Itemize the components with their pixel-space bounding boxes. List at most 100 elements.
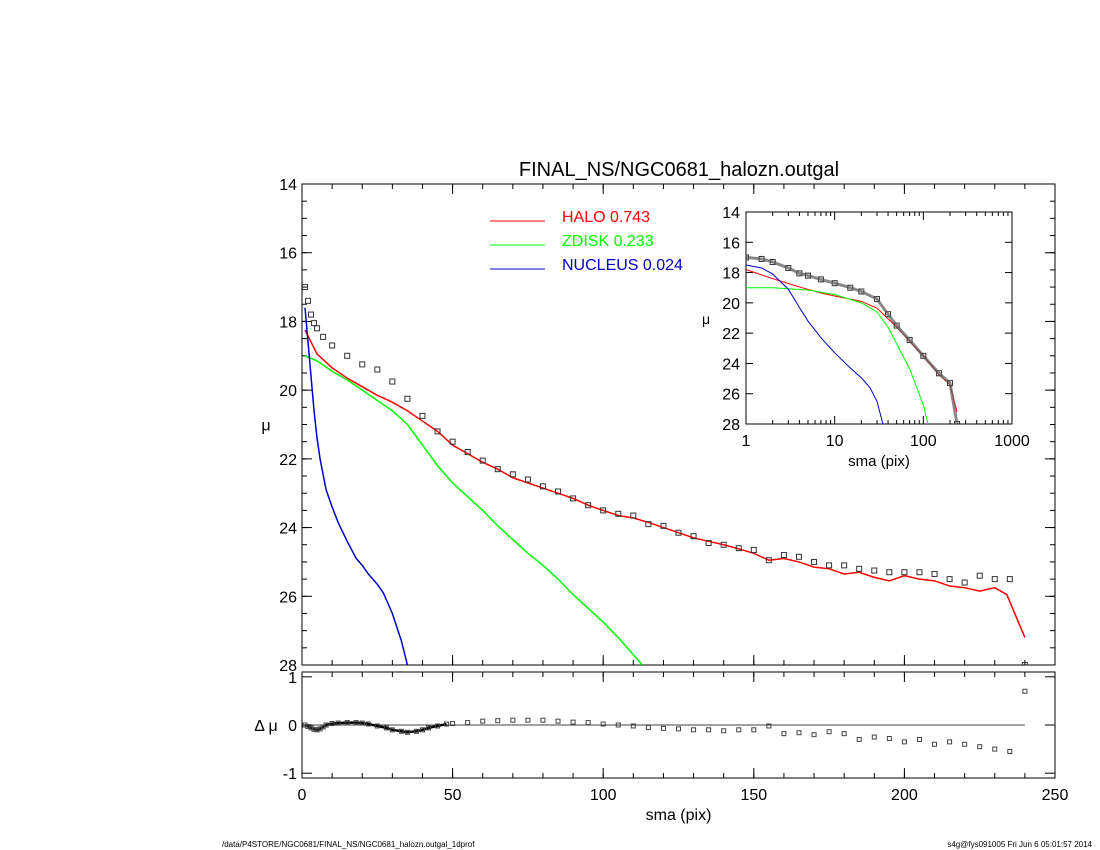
data-point: [305, 297, 312, 304]
footer-filepath: /data/P4STORE/NGC0681/FINAL_NS/NGC0681_h…: [222, 840, 475, 849]
inset-x-tick-label: 10: [826, 433, 844, 450]
residual-inner-curve: [304, 721, 447, 734]
residual-point: [811, 732, 817, 738]
y-tick-label: 16: [279, 246, 297, 263]
residual-x-tick-label: 0: [298, 787, 307, 804]
data-point: [449, 438, 456, 445]
residual-point: [781, 731, 787, 737]
residual-point: [314, 727, 320, 733]
inset-y-tick-label: 20: [722, 296, 740, 313]
residual-point: [465, 720, 471, 726]
inset-y-tick-label: 16: [722, 235, 740, 252]
inset-y-tick-label: 18: [722, 266, 740, 283]
residual-point: [1007, 749, 1013, 754]
inset-observed-line: [746, 255, 959, 424]
residual-point: [856, 736, 862, 742]
y-tick-label: 20: [279, 383, 297, 400]
residual-point: [540, 717, 546, 723]
residual-point: [510, 717, 516, 723]
residual-point: [841, 731, 847, 737]
y-tick-label: 28: [279, 658, 297, 675]
chart-title: FINAL_NS/NGC0681_halozn.outgal: [519, 159, 839, 181]
residual-point: [992, 746, 998, 752]
residual-point: [630, 723, 636, 729]
inset-x-axis-label: sma (pix): [848, 453, 910, 470]
residual-point: [901, 739, 907, 745]
residual-point: [555, 718, 561, 724]
data-point: [1021, 662, 1028, 665]
inset-y-tick-label: 28: [722, 417, 740, 434]
data-point: [419, 412, 426, 419]
data-point: [780, 552, 787, 559]
y-axis-label: μ: [261, 418, 270, 435]
data-point: [524, 476, 531, 483]
y-tick-label: 22: [279, 452, 297, 469]
inset-x-tick-label: 100: [910, 433, 937, 450]
residual-point: [359, 720, 365, 726]
residual-point: [335, 720, 341, 726]
data-point: [555, 488, 562, 495]
data-point: [615, 510, 622, 517]
data-point: [374, 366, 381, 373]
residual-point: [302, 722, 308, 728]
data-point: [570, 495, 577, 502]
data-point: [675, 529, 682, 536]
residual-point: [323, 722, 329, 728]
inset-y-tick-label: 24: [722, 356, 740, 373]
inset-data-point: [920, 352, 927, 359]
x-axis-label: sma (pix): [646, 807, 712, 824]
data-point: [826, 562, 833, 569]
series-line-zdisk: [304, 355, 643, 665]
residual-point: [480, 718, 486, 724]
residual-point: [426, 725, 432, 731]
residual-point: [947, 739, 953, 745]
data-point: [901, 569, 908, 576]
data-point: [886, 569, 893, 576]
residual-point: [721, 728, 727, 734]
inset-y-tick-label: 22: [722, 326, 740, 343]
residual-point: [706, 727, 712, 733]
main-plot-area: [302, 284, 1028, 665]
y-tick-label: 14: [279, 177, 297, 194]
residual-point: [308, 725, 314, 731]
y-tick-label: 18: [279, 314, 297, 331]
residual-x-tick-label: 100: [590, 787, 617, 804]
inset-x-tick-label: 1000: [994, 433, 1030, 450]
residual-point: [305, 723, 311, 729]
residual-point: [676, 726, 681, 732]
residual-y-tick-label: 0: [288, 718, 297, 735]
data-point: [509, 471, 516, 478]
data-point: [585, 502, 592, 509]
data-point: [750, 546, 757, 553]
data-point: [308, 311, 315, 318]
residual-point: [796, 730, 802, 736]
residual-y-tick-label: -1: [283, 766, 297, 783]
residual-point: [374, 723, 380, 729]
data-point: [660, 522, 667, 529]
residual-point: [329, 721, 335, 727]
data-point: [344, 352, 351, 359]
inset-y-tick-label: 14: [722, 205, 740, 222]
data-point: [961, 579, 968, 586]
residual-point: [1022, 688, 1028, 694]
residual-x-tick-label: 200: [891, 787, 918, 804]
data-point: [931, 570, 938, 577]
residual-point: [353, 720, 359, 726]
legend-label-zdisk: ZDISK 0.233: [562, 233, 654, 250]
residual-point: [932, 741, 938, 747]
residual-y-axis-label: Δ μ: [254, 718, 277, 735]
series-line-halo: [304, 329, 1026, 638]
residual-point: [826, 729, 832, 735]
residual-point: [660, 725, 666, 731]
inset-y-axis-label: μ: [702, 311, 710, 327]
data-point: [856, 565, 863, 572]
residual-x-tick-label: 150: [740, 787, 767, 804]
residual-point: [766, 723, 772, 729]
inset-log-panel: 14 16 18 20 22 24 26 281 10 100 1000 sma (pix) μ: [702, 205, 1030, 470]
residual-x-tick-label: 250: [1042, 787, 1069, 804]
data-point: [811, 558, 818, 565]
inset-y-tick-label: 26: [722, 387, 740, 404]
data-point: [735, 545, 742, 552]
residual-point: [450, 721, 456, 727]
